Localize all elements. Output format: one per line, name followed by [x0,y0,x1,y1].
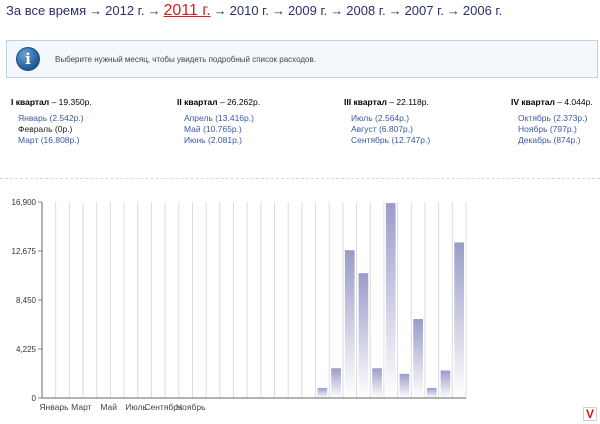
x-tick-label: Январь [39,402,69,412]
arrow-separator: → [330,3,344,18]
chart-divider [0,178,600,179]
arrow-separator: → [446,3,460,18]
expense-chart-svg: 0 4,225 8,450 12,675 16,900 Январь Март Май Июль… [12,198,467,412]
quarter-3: III квартал – 22.118р. Июль (2.564р.) Ав… [344,97,430,146]
arrow-separator: → [147,3,161,18]
month-link[interactable]: Июль (2.564р.) [351,113,410,123]
month-link[interactable]: Сентябрь (12.747р.) [351,135,431,145]
quarter-title: III квартал [344,97,387,107]
bar [440,370,451,398]
quarter-total: – 26.262р. [217,97,261,107]
year-nav-link[interactable]: 2008 г. [346,3,386,18]
x-tick-label: Март [71,402,91,412]
month-link[interactable]: Ноябрь (797р.) [518,124,577,134]
year-nav-link[interactable]: 2007 г. [404,3,444,18]
expense-chart: 0 4,225 8,450 12,675 16,900 Январь Март Май Июль… [0,190,600,414]
quarter-total: – 22.118р. [386,97,429,107]
info-icon: i [16,47,40,71]
month-link[interactable]: Август (6.807р.) [351,124,413,134]
x-tick-label: Май [100,402,117,412]
info-text: Выберите нужный месяц, чтобы увидеть под… [55,55,316,64]
y-tick-label: 4,225 [16,345,37,354]
x-tick-label: Июль [125,402,147,412]
month-link[interactable]: Октябрь (2.373р.) [518,113,588,123]
bar [385,203,396,398]
logo-v: V [583,407,597,421]
arrow-separator: → [388,3,402,18]
month-link[interactable]: Апрель (13.416р.) [184,113,254,123]
month-link[interactable]: Июнь (2.081р.) [184,135,242,145]
arrow-separator: → [271,3,285,18]
bar [317,387,328,398]
quarter-title: I квартал [11,97,50,107]
bar [399,373,410,398]
bar [372,368,382,398]
bar [413,319,423,398]
arrow-separator: → [89,3,103,18]
month-link[interactable]: Январь (2.542р.) [18,113,84,123]
month-label: Февраль (0р.) [18,124,73,134]
quarter-1: I квартал – 19.350р. Январь (2.542р.) Фе… [11,97,92,146]
info-box: i Выберите нужный месяц, чтобы увидеть п… [6,40,598,78]
year-nav-link[interactable]: За все время [6,3,87,18]
quarter-total: – 19.350р. [49,97,92,107]
year-nav-link[interactable]: 2006 г. [462,3,503,18]
quarter-title: IV квартал [511,97,555,107]
year-navigation: За все время → 2012 г. → 2011 г. → 2010 г. → 200… [6,2,502,20]
y-tick-label: 8,450 [16,296,37,305]
quarter-4: IV квартал – 4.044р. Октябрь (2.373р.) Н… [511,97,593,146]
quarter-2: II квартал – 26.262р. Апрель (13.416р.) … [177,97,260,146]
year-nav-link[interactable]: 2010 г. [229,3,269,18]
year-nav-link[interactable]: 2012 г. [105,3,145,18]
quarter-total: – 4.044р. [554,97,593,107]
bar [426,387,437,398]
x-tick-label: Сентябрь [144,402,183,412]
year-nav-link[interactable]: 2009 г. [287,3,328,18]
month-link[interactable]: Март (16.808р.) [18,135,80,145]
bar [454,242,464,398]
bar [358,273,369,398]
bar [344,250,355,398]
y-tick-label: 12,675 [12,247,37,256]
year-nav-current: 2011 г. [163,2,211,19]
x-tick-label: Ноябрь [176,402,206,412]
y-tick-label: 0 [32,394,37,403]
month-link[interactable]: Май (10.765р.) [184,124,242,134]
month-link[interactable]: Декабрь (874р.) [518,135,581,145]
y-tick-label: 16,900 [12,198,37,207]
bar [331,368,341,398]
quarter-title: II квартал [177,97,218,107]
arrow-separator: → [213,3,227,18]
